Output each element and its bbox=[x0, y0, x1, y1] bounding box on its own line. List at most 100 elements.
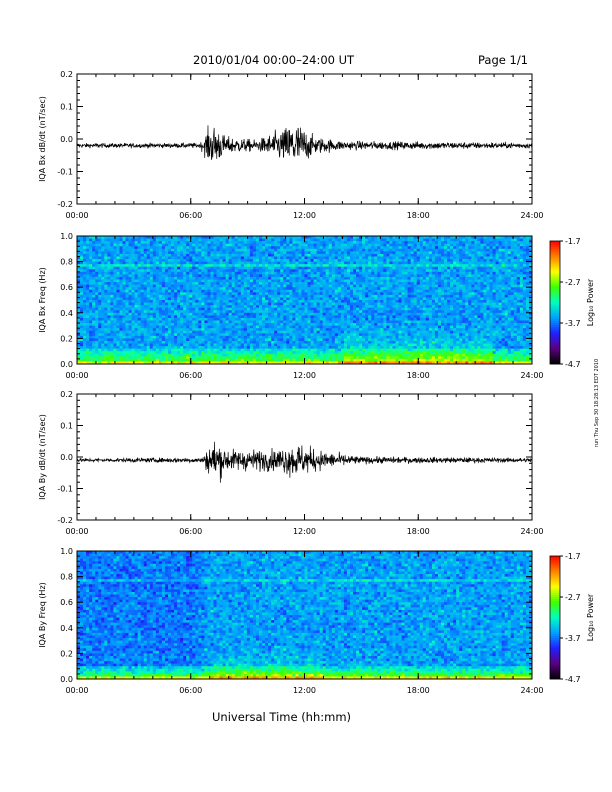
heatmap-cell bbox=[350, 300, 354, 303]
heatmap-cell bbox=[204, 251, 208, 255]
heatmap-cell bbox=[213, 315, 217, 319]
heatmap-cell bbox=[152, 343, 157, 347]
heatmap-cell bbox=[222, 271, 227, 275]
heatmap-cell bbox=[107, 287, 111, 291]
heatmap-cell bbox=[225, 300, 230, 303]
heatmap-cell bbox=[337, 343, 342, 347]
heatmap-cell bbox=[116, 251, 120, 255]
heatmap-cell bbox=[171, 246, 175, 250]
heatmap-cell bbox=[350, 315, 354, 319]
heatmap-cell bbox=[89, 289, 93, 293]
heatmap-cell bbox=[243, 348, 248, 352]
heatmap-cell bbox=[283, 279, 287, 283]
heatmap-cell bbox=[92, 294, 96, 298]
heatmap-cell bbox=[116, 346, 120, 350]
heatmap-cell bbox=[86, 236, 90, 239]
heatmap-cell bbox=[222, 266, 227, 270]
heatmap-cell bbox=[119, 351, 123, 355]
heatmap-cell bbox=[113, 287, 117, 291]
heatmap-cell bbox=[307, 325, 311, 329]
heatmap-cell bbox=[195, 292, 199, 296]
heatmap-cell bbox=[328, 238, 333, 242]
heatmap-cell bbox=[104, 335, 108, 339]
heatmap-cell bbox=[322, 279, 327, 283]
heatmap-cell bbox=[325, 302, 330, 306]
heatmap-cell bbox=[313, 259, 318, 262]
heatmap-cell bbox=[307, 317, 311, 321]
heatmap-cell bbox=[113, 346, 117, 350]
heatmap-cell bbox=[325, 333, 330, 337]
heatmap-cell bbox=[283, 348, 287, 352]
heatmap-cell bbox=[213, 353, 217, 357]
heatmap-cell bbox=[168, 335, 172, 339]
heatmap-cell bbox=[216, 348, 220, 352]
heatmap-cell bbox=[89, 251, 93, 255]
heatmap-cell bbox=[246, 351, 251, 355]
heatmap-cell bbox=[255, 335, 260, 339]
heatmap-cell bbox=[240, 248, 245, 252]
heatmap-cell bbox=[240, 243, 245, 247]
heatmap-cell bbox=[92, 256, 96, 260]
heatmap-cell bbox=[131, 248, 136, 252]
heatmap-cell bbox=[371, 261, 375, 265]
heatmap-cell bbox=[259, 312, 263, 316]
heatmap-cell bbox=[195, 330, 199, 334]
heatmap-cell bbox=[101, 248, 105, 252]
heatmap-cell bbox=[316, 297, 321, 301]
heatmap-cell bbox=[128, 251, 132, 255]
heatmap-cell bbox=[155, 251, 160, 255]
heatmap-cell bbox=[219, 310, 223, 314]
heatmap-cell bbox=[228, 356, 233, 360]
heatmap-cell bbox=[149, 310, 154, 314]
heatmap-cell bbox=[283, 320, 287, 324]
heatmap-cell bbox=[95, 236, 99, 239]
heatmap-cell bbox=[334, 358, 339, 362]
heatmap-cell bbox=[350, 289, 354, 293]
heatmap-cell bbox=[368, 300, 372, 303]
heatmap-cell bbox=[316, 346, 321, 350]
heatmap-cell bbox=[316, 266, 321, 270]
heatmap-cell bbox=[201, 241, 205, 245]
heatmap-cell bbox=[80, 323, 84, 326]
heatmap-cell bbox=[210, 328, 214, 332]
heatmap-cell bbox=[189, 297, 193, 301]
heatmap-cell bbox=[368, 353, 372, 357]
heatmap-cell bbox=[125, 253, 129, 257]
heatmap-cell bbox=[328, 353, 333, 357]
heatmap-cell bbox=[143, 307, 148, 311]
heatmap-cell bbox=[334, 282, 339, 286]
heatmap-cell bbox=[143, 266, 148, 270]
heatmap-cell bbox=[219, 346, 223, 350]
heatmap-cell bbox=[255, 328, 260, 332]
heatmap-cell bbox=[304, 266, 308, 270]
heatmap-cell bbox=[125, 317, 129, 321]
heatmap-cell bbox=[240, 302, 245, 306]
heatmap-cell bbox=[331, 330, 336, 334]
heatmap-cell bbox=[89, 271, 93, 275]
heatmap-cell bbox=[313, 325, 318, 329]
heatmap-cell bbox=[101, 284, 105, 288]
heatmap-cell bbox=[304, 271, 308, 275]
heatmap-cell bbox=[301, 276, 305, 280]
heatmap-cell bbox=[219, 266, 223, 270]
heatmap-cell bbox=[101, 328, 105, 332]
heatmap-cell bbox=[180, 248, 184, 252]
heatmap-cell bbox=[134, 251, 139, 255]
heatmap-cell bbox=[183, 312, 187, 316]
heatmap-cell bbox=[319, 271, 324, 275]
heatmap-cell bbox=[204, 315, 208, 319]
heatmap-cell bbox=[277, 323, 281, 326]
heatmap-cell bbox=[201, 328, 205, 332]
heatmap-cell bbox=[353, 305, 357, 309]
heatmap-cell bbox=[265, 287, 269, 291]
heatmap-cell bbox=[161, 266, 166, 270]
panel-1-axes: 00:00 06:00 12:00 18:00 24:00-0.2-0.10.00.10… bbox=[38, 70, 544, 220]
heatmap-cell bbox=[201, 282, 205, 286]
heatmap-cell bbox=[301, 340, 305, 344]
heatmap-cell bbox=[268, 312, 272, 316]
heatmap-cell bbox=[140, 276, 145, 280]
heatmap-cell bbox=[155, 238, 160, 242]
heatmap-cell bbox=[177, 284, 181, 288]
heatmap-cell bbox=[255, 330, 260, 334]
heatmap-cell bbox=[86, 284, 90, 288]
